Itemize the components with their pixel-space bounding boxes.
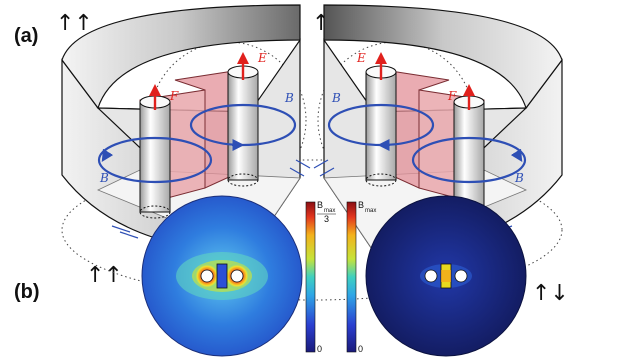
- right-colorbar-top: B: [358, 200, 364, 210]
- orientation-parallel-bottom: ↑↑: [86, 263, 123, 288]
- right-label-B-2: B: [514, 171, 524, 185]
- panel-a-label: (a): [14, 25, 38, 47]
- left-field-arrow-1: [101, 148, 114, 163]
- right-field-loop-2: [411, 136, 527, 184]
- left-colorbar-top-sub: max: [324, 208, 335, 214]
- left-field-map: [141, 195, 303, 357]
- right-field-arrow-2: [510, 148, 523, 163]
- left-colorbar-top-den: 3: [324, 214, 329, 224]
- right-pillar-2: [453, 95, 485, 219]
- right-colorbar-bottom: 0: [358, 344, 363, 354]
- left-drum: F E B B: [61, 4, 311, 253]
- right-label-B-1: B: [331, 91, 341, 105]
- right-colorbar-top-sub: max: [365, 208, 376, 214]
- orientation-antiparallel-bottom: ↑↓: [532, 281, 569, 306]
- left-colorbar-bottom: 0: [317, 344, 322, 354]
- left-label-B-1: B: [99, 171, 109, 185]
- left-pillar-2: [227, 65, 259, 187]
- left-stray-arrows: [111, 159, 311, 239]
- left-field-loop-1: [97, 136, 213, 184]
- right-field-map: [365, 195, 527, 357]
- panel-b-label: (b): [14, 281, 40, 303]
- left-label-E: E: [257, 51, 267, 65]
- left-colorbar: B max 3 0: [305, 200, 336, 354]
- right-pillar-1: [365, 65, 397, 187]
- right-colorbar: B max 0: [346, 200, 376, 354]
- left-pillar-1: [139, 95, 171, 219]
- right-stray-arrows: [313, 159, 513, 239]
- left-label-B-2: B: [284, 91, 294, 105]
- left-drum-top-ring: [61, 4, 301, 110]
- right-drum-top-ring: [323, 4, 563, 110]
- orientation-parallel-top: ↑↑: [56, 11, 93, 36]
- right-label-F: F: [447, 89, 457, 103]
- left-label-F: F: [169, 89, 179, 103]
- left-colorbar-top: B: [317, 200, 323, 210]
- right-label-E: E: [356, 51, 366, 65]
